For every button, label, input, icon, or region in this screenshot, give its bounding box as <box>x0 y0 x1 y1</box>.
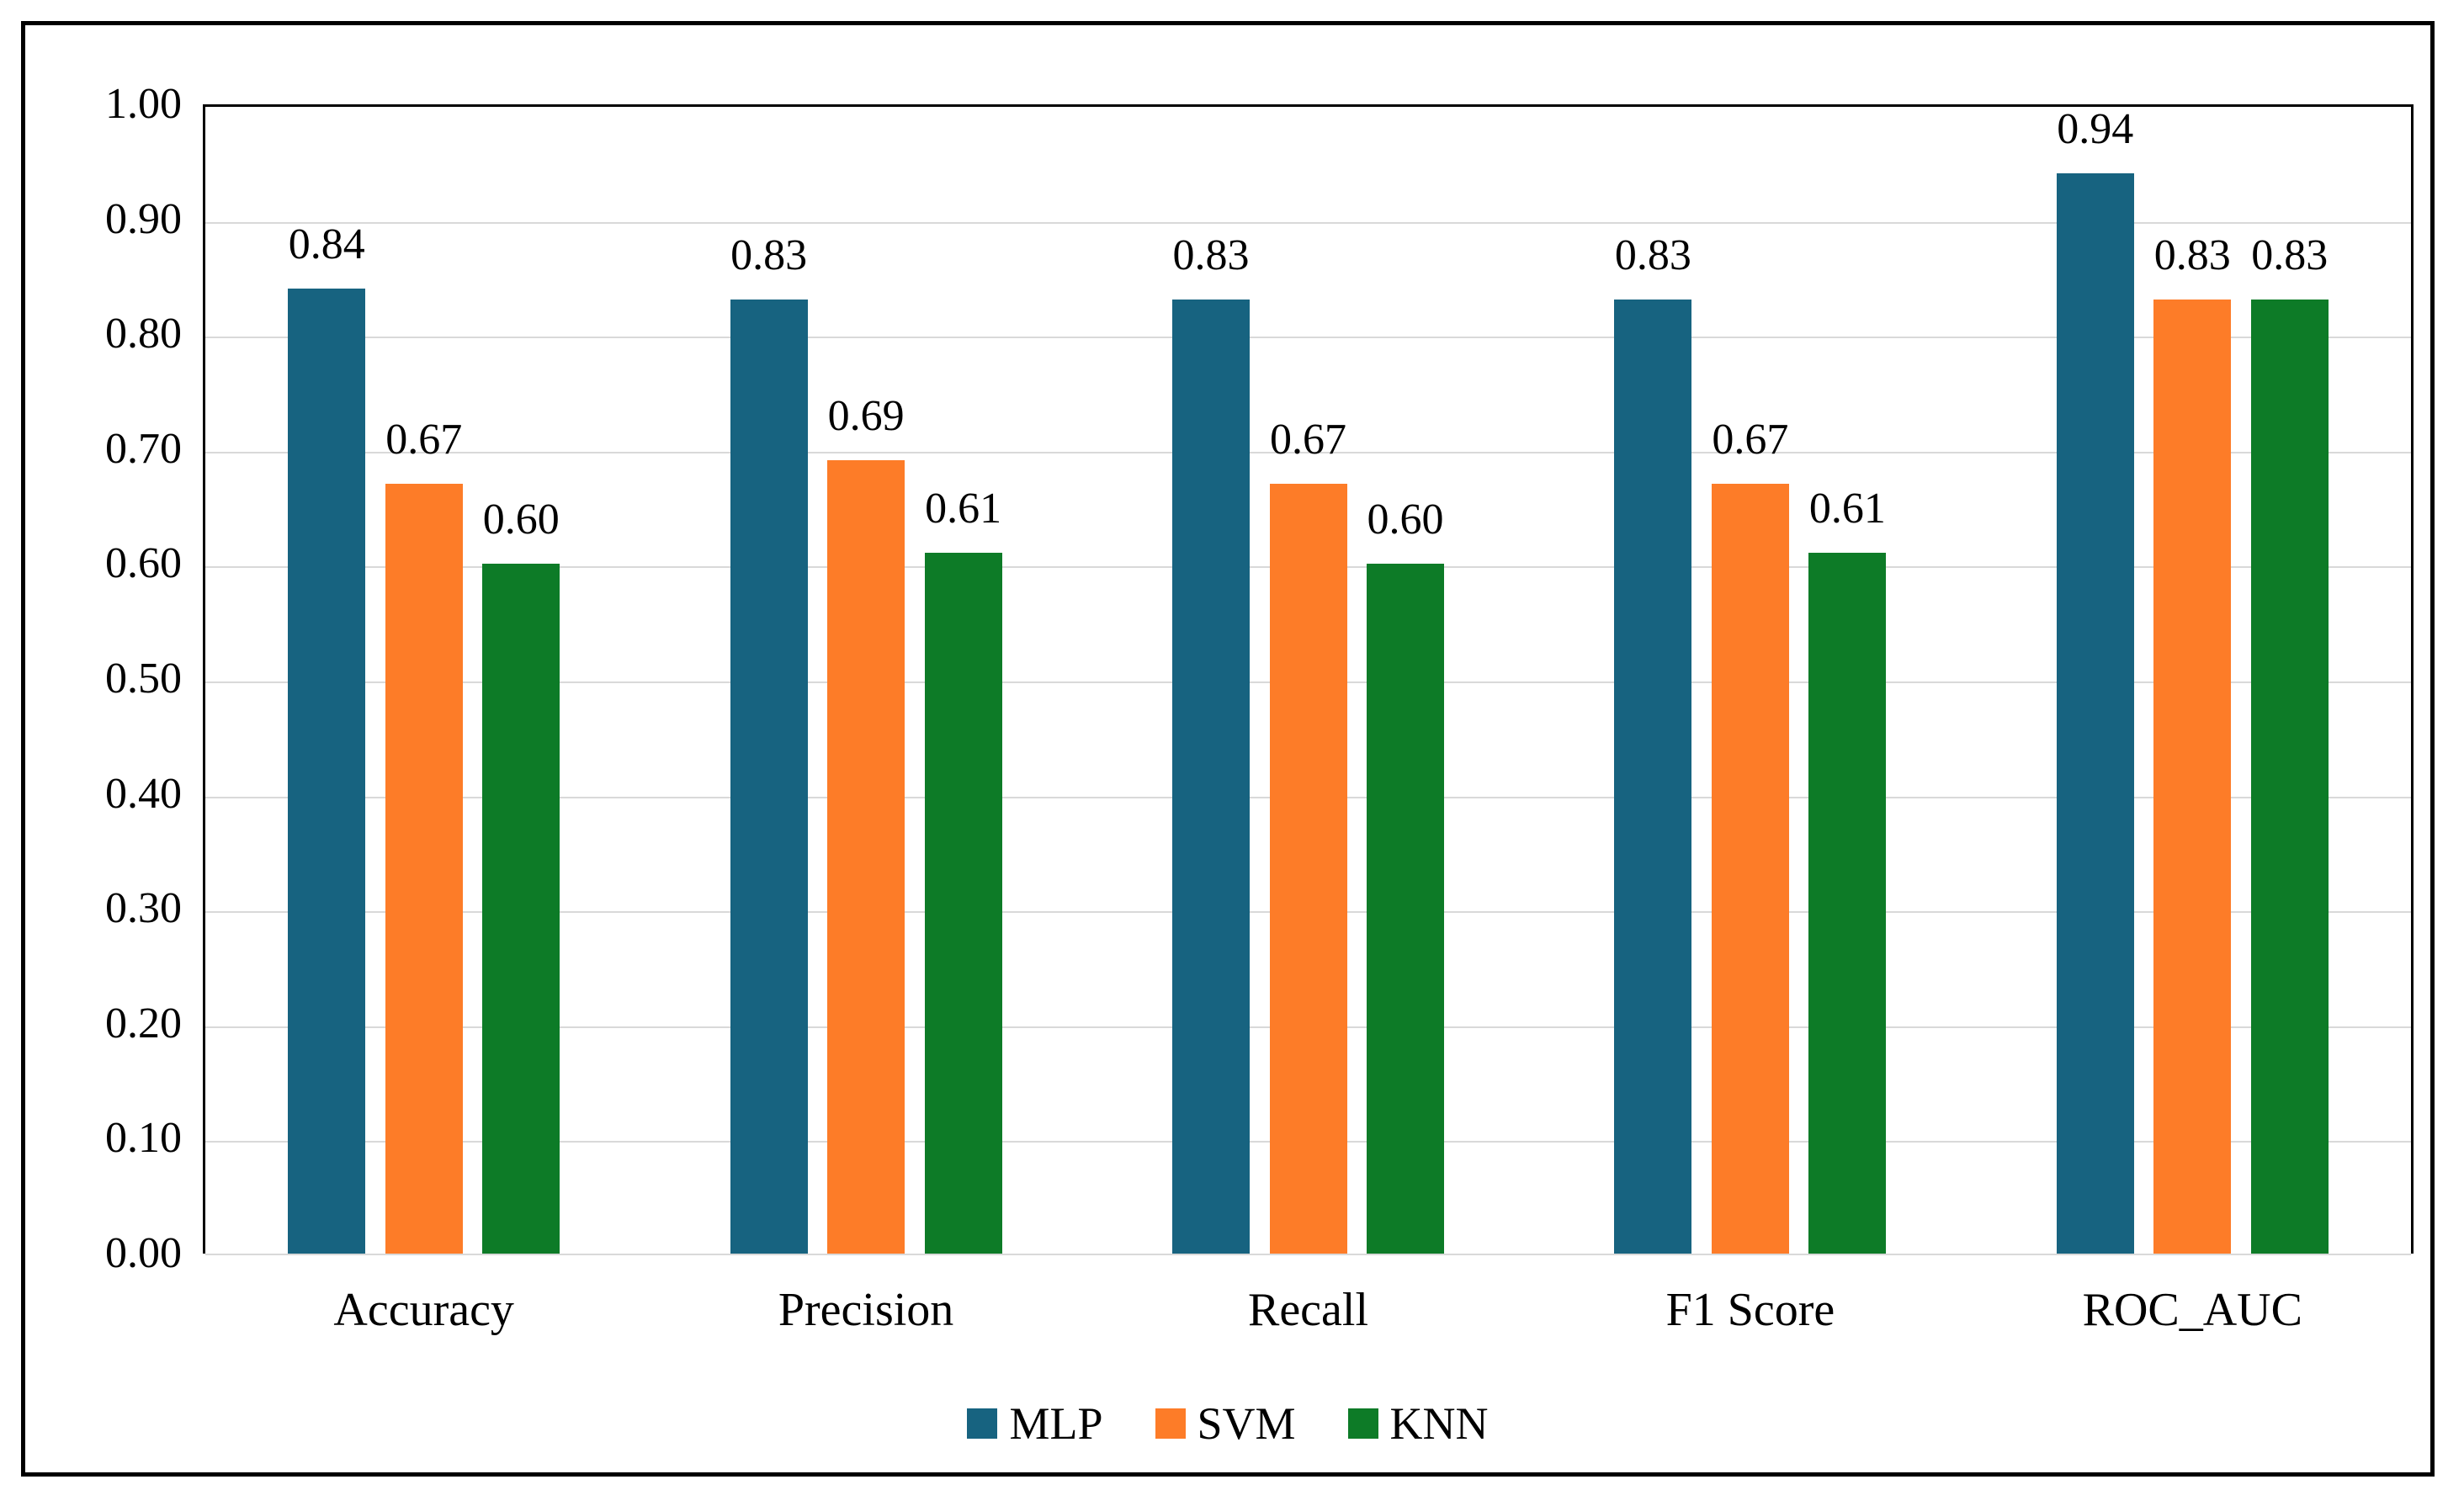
y-tick-label: 1.00 <box>105 80 182 128</box>
legend-label: SVM <box>1197 1398 1296 1449</box>
legend: MLP SVM KNN <box>25 1401 2430 1446</box>
bar-svm-roc-auc <box>2153 300 2232 1254</box>
bar-value-label: 0.83 <box>2153 231 2231 280</box>
legend-item-knn: KNN <box>1347 1398 1489 1449</box>
bar-value-label: 0.69 <box>827 392 905 441</box>
bar-value-label: 0.67 <box>1712 415 1789 464</box>
chart-frame: 1.00 0.90 0.80 0.70 0.60 0.50 0.40 0.30 0.20 0.10… <box>21 21 2435 1477</box>
bar-value-label: 0.61 <box>1808 484 1886 533</box>
gridline <box>205 221 2411 224</box>
bar-value-label: 0.67 <box>1270 415 1346 464</box>
gridline <box>205 451 2411 453</box>
bar-svm-f1-score <box>1711 483 1789 1254</box>
x-category-label: Accuracy <box>333 1284 514 1336</box>
bar-value-label: 0.83 <box>730 231 808 280</box>
bar-svm-accuracy <box>385 483 463 1254</box>
bar-value-label: 0.60 <box>1367 496 1444 544</box>
bar-value-label: 0.67 <box>385 415 463 464</box>
legend-swatch-icon <box>1155 1408 1186 1439</box>
bar-knn-recall <box>1367 564 1444 1254</box>
bar-mlp-f1-score <box>1614 300 1692 1254</box>
y-tick-label: 0.30 <box>105 884 182 933</box>
y-tick-label: 0.60 <box>105 539 182 588</box>
legend-item-mlp: MLP <box>967 1398 1103 1449</box>
legend-label: MLP <box>1009 1398 1103 1449</box>
bar-value-label: 0.60 <box>482 496 560 544</box>
bar-mlp-accuracy <box>288 288 366 1254</box>
y-tick-label: 0.50 <box>105 655 182 703</box>
bar-mlp-recall <box>1172 300 1250 1254</box>
y-tick-label: 0.90 <box>105 194 182 243</box>
x-category-label: ROC_AUC <box>2082 1284 2302 1336</box>
bar-knn-roc-auc <box>2250 300 2329 1254</box>
legend-swatch-icon <box>967 1408 998 1439</box>
y-tick-label: 0.70 <box>105 424 182 473</box>
y-tick-label: 0.00 <box>105 1229 182 1277</box>
gridline <box>205 337 2411 339</box>
bar-svm-precision <box>827 460 905 1254</box>
x-category-label: Precision <box>778 1284 954 1336</box>
y-tick-label: 0.80 <box>105 310 182 358</box>
bar-knn-f1-score <box>1808 552 1887 1254</box>
y-tick-label: 0.40 <box>105 769 182 818</box>
legend-item-svm: SVM <box>1155 1401 1296 1446</box>
x-category-label: Recall <box>1247 1284 1369 1336</box>
bar-knn-precision <box>924 552 1002 1254</box>
x-category-label: F1 Score <box>1665 1284 1835 1336</box>
bar-value-label: 0.83 <box>1172 231 1250 280</box>
bar-value-label: 0.84 <box>288 220 365 268</box>
legend-swatch-icon <box>1347 1408 1378 1439</box>
bar-mlp-roc-auc <box>2056 172 2134 1254</box>
bar-value-label: 0.94 <box>2057 104 2134 153</box>
bar-svm-recall <box>1269 483 1347 1254</box>
y-tick-label: 0.20 <box>105 999 182 1047</box>
bar-value-label: 0.83 <box>2251 231 2329 280</box>
y-tick-label: 0.10 <box>105 1114 182 1163</box>
bar-knn-accuracy <box>482 564 560 1254</box>
bar-mlp-precision <box>730 300 808 1254</box>
bar-value-label: 0.61 <box>925 484 1002 533</box>
bar-value-label: 0.83 <box>1614 231 1691 280</box>
x-axis-line <box>205 1254 2411 1255</box>
legend-label: KNN <box>1389 1398 1489 1449</box>
